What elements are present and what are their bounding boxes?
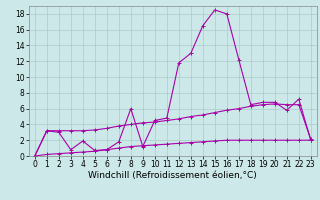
X-axis label: Windchill (Refroidissement éolien,°C): Windchill (Refroidissement éolien,°C): [88, 171, 257, 180]
